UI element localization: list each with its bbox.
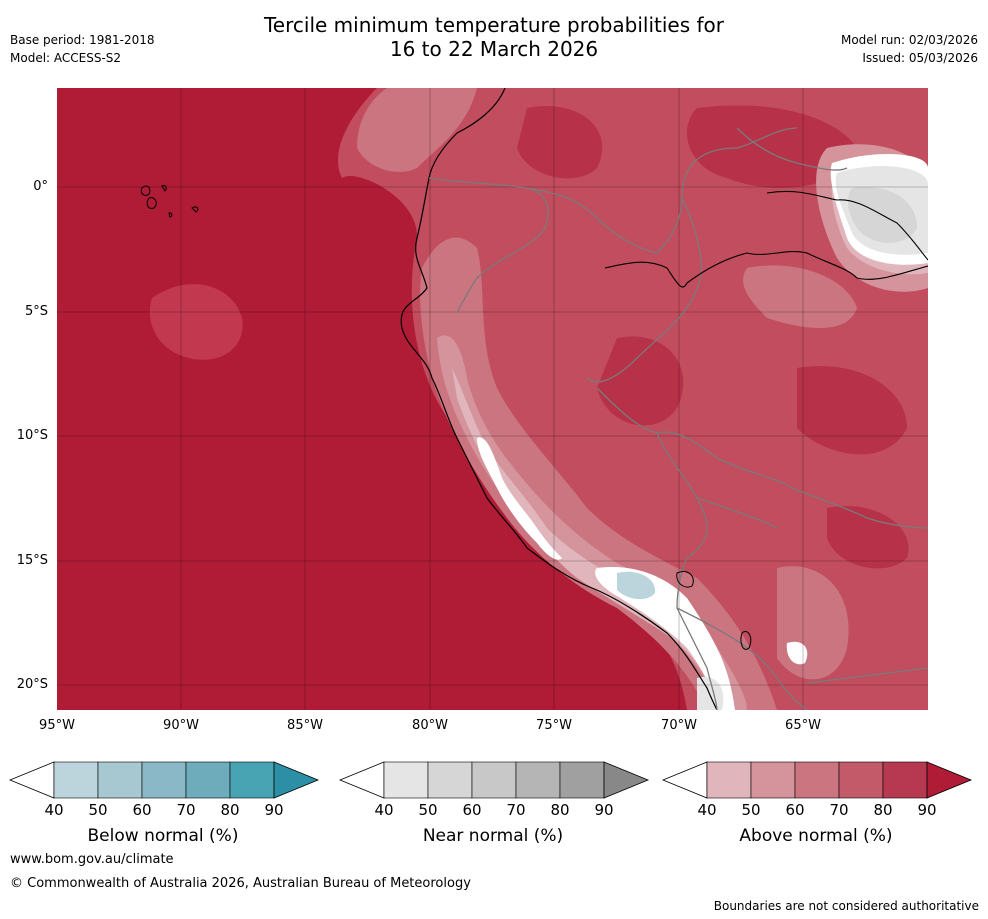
title-line-2: 16 to 22 March 2026 <box>389 37 599 61</box>
colorbar-tick-label: 60 <box>785 801 805 819</box>
colorbar-segment <box>141 761 187 799</box>
land-90-patch-5 <box>827 506 909 569</box>
colorbar-arrow-low <box>8 761 55 799</box>
meta-right: Model run: 02/03/2026 Issued: 05/03/2026 <box>841 31 978 67</box>
lon-label-95w: 95°W <box>39 718 75 733</box>
footer-copyright: © Commonwealth of Australia 2026, Austra… <box>10 876 471 891</box>
issued-text: Issued: 05/03/2026 <box>862 51 978 65</box>
east-70-patch <box>743 265 857 328</box>
colorbar-tick-label: 90 <box>917 801 937 819</box>
land-90-patch-3 <box>597 336 684 426</box>
colorbar-tick-label: 60 <box>132 801 152 819</box>
base-period-text: Base period: 1981-2018 <box>10 33 155 47</box>
colorbar-tick-label: 90 <box>264 801 284 819</box>
map-canvas <box>57 88 928 710</box>
colorbar-tick-label: 70 <box>829 801 849 819</box>
colorbar-segment <box>427 761 473 799</box>
colorbar-arrow-high <box>603 761 650 799</box>
graticule <box>57 88 928 710</box>
colorbar-segment <box>559 761 605 799</box>
colorbar-segment <box>471 761 517 799</box>
lat-label-20s: 20°S <box>16 677 48 692</box>
colorbar-tick-label: 50 <box>418 801 438 819</box>
lon-label-90w: 90°W <box>163 718 199 733</box>
lat-label-0: 0° <box>33 179 48 194</box>
colorbar-tick-label: 40 <box>44 801 64 819</box>
land-90-patch-4 <box>797 366 907 455</box>
lake-poopo <box>740 631 752 650</box>
lat-label-15s: 15°S <box>16 553 48 568</box>
colorbar-arrow-high <box>273 761 320 799</box>
lon-label-75w: 75°W <box>536 718 572 733</box>
colorbar-segment <box>750 761 796 799</box>
model-run-text: Model run: 02/03/2026 <box>840 33 978 47</box>
colorbar-tick-label: 60 <box>462 801 482 819</box>
probability-map <box>57 88 928 710</box>
lat-label-10s: 10°S <box>16 428 48 443</box>
colorbar-tick-label: 40 <box>697 801 717 819</box>
colorbar-segment <box>515 761 561 799</box>
white-patch-2 <box>595 567 735 710</box>
footer-url[interactable]: www.bom.gov.au/climate <box>10 852 174 867</box>
lon-label-70w: 70°W <box>661 718 697 733</box>
lake-titicaca <box>676 571 694 588</box>
colorbar-segment <box>383 761 429 799</box>
ocean-patch <box>149 284 243 360</box>
colorbar-tick-label: 80 <box>550 801 570 819</box>
colorbar-segment <box>706 761 752 799</box>
colorbar-below-normal <box>8 761 320 799</box>
land-90-patch-1 <box>517 106 603 179</box>
lon-label-85w: 85°W <box>287 718 323 733</box>
colorbar-segment <box>53 761 99 799</box>
coast-70-band <box>420 237 777 710</box>
colorbar-above-normal <box>661 761 973 799</box>
colorbar-segment <box>97 761 143 799</box>
map-title: Tercile minimum temperature probabilitie… <box>0 13 988 61</box>
meta-left: Base period: 1981-2018 Model: ACCESS-S2 <box>10 31 155 67</box>
white-patch-1 <box>477 437 562 560</box>
colorbar-segment <box>794 761 840 799</box>
galapagos-islands <box>140 185 199 218</box>
below-normal-label: Below normal (%) <box>87 826 239 846</box>
colorbar-tick-label: 80 <box>220 801 240 819</box>
model-text: Model: ACCESS-S2 <box>10 51 122 65</box>
rivers <box>604 190 928 288</box>
country-borders <box>428 127 928 710</box>
colorbar-arrow-high <box>926 761 973 799</box>
lon-label-80w: 80°W <box>412 718 448 733</box>
colorbar-tick-label: 50 <box>741 801 761 819</box>
grey-south <box>697 677 724 710</box>
colorbar-tick-label: 90 <box>594 801 614 819</box>
white-spot-east <box>786 641 808 665</box>
near-normal-label: Near normal (%) <box>422 826 564 846</box>
north-70-patch <box>357 88 477 172</box>
colorbar-tick-label: 50 <box>88 801 108 819</box>
colorbar-tick-label: 40 <box>374 801 394 819</box>
colorbar-arrow-low <box>338 761 385 799</box>
above-normal-label: Above normal (%) <box>739 826 893 846</box>
colorbar-segment <box>229 761 275 799</box>
title-line-1: Tercile minimum temperature probabilitie… <box>263 13 725 37</box>
below-normal-patch <box>617 571 656 600</box>
lat-label-5s: 5°S <box>24 304 48 319</box>
colorbars <box>8 761 973 799</box>
footer-disclaimer: Boundaries are not considered authoritat… <box>713 899 979 913</box>
colorbar-tick-label: 70 <box>176 801 196 819</box>
colorbar-segment <box>185 761 231 799</box>
colorbar-segment <box>882 761 928 799</box>
colorbar-near-normal <box>338 761 650 799</box>
colorbar-tick-label: 80 <box>873 801 893 819</box>
coastline <box>400 88 718 710</box>
lon-label-65w: 65°W <box>785 718 821 733</box>
colorbar-tick-label: 70 <box>506 801 526 819</box>
colorbar-segment <box>838 761 884 799</box>
colorbar-arrow-low <box>661 761 708 799</box>
